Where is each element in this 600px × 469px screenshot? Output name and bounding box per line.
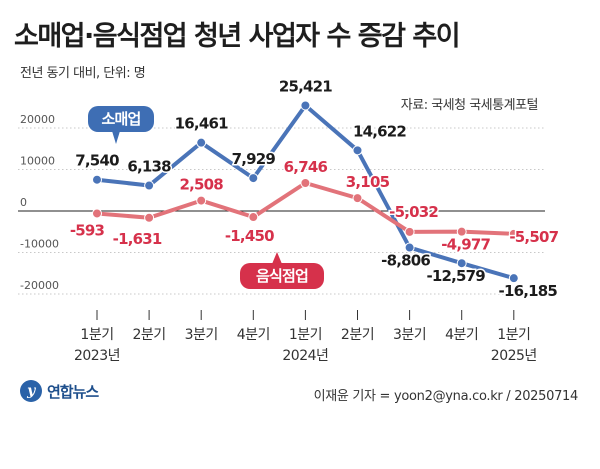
x-tick-label: 2분기 [133, 327, 166, 343]
data-point [92, 208, 102, 219]
data-label: 25,421 [279, 78, 332, 96]
data-point [456, 226, 467, 237]
legend-retail-pointer [112, 131, 120, 144]
data-point [404, 226, 415, 237]
data-label: -593 [70, 221, 105, 239]
legend-food-label: 음식점업 [256, 267, 308, 285]
x-tick-label: 1분기 [289, 327, 322, 343]
chart-source: 자료: 국세청 국세통계포털 [400, 98, 539, 113]
y-tick-label: -20000 [20, 279, 59, 292]
data-point [196, 137, 207, 148]
logo-text: 연합뉴스 [47, 382, 99, 401]
data-label: 7,540 [75, 152, 119, 170]
data-label: -1,450 [225, 227, 274, 245]
data-label: -1,631 [113, 230, 162, 248]
data-label: -5,032 [389, 203, 438, 221]
data-label: 16,461 [175, 115, 228, 133]
x-tick-label: 4분기 [237, 327, 270, 343]
series-line-food [95, 181, 516, 236]
data-label: -4,977 [441, 236, 490, 254]
legend-food-pointer [272, 252, 282, 264]
data-point [144, 212, 155, 223]
data-point [300, 178, 311, 189]
data-point [352, 193, 363, 204]
data-point [196, 195, 207, 206]
x-year-label: 2023년 [74, 348, 120, 364]
data-point [352, 145, 363, 156]
data-point [404, 242, 415, 253]
logo: y 연합뉴스 [20, 380, 99, 402]
x-tick-label: 1분기 [497, 327, 530, 343]
legend-retail-label: 소매업 [101, 110, 140, 128]
data-label: 3,105 [346, 173, 390, 191]
x-tick-label: 4분기 [445, 327, 478, 343]
data-point [144, 180, 155, 191]
data-point [300, 100, 311, 111]
data-point [92, 174, 102, 185]
data-label: -8,806 [381, 252, 430, 270]
data-label: 6,138 [127, 158, 171, 176]
x-year-label: 2024년 [282, 348, 328, 364]
x-tick-label: 3분기 [185, 327, 218, 343]
y-tick-label: 0 [20, 196, 27, 209]
x-tick-label: 3분기 [393, 327, 426, 343]
legend-food-badge [240, 263, 324, 289]
data-point [248, 173, 259, 184]
y-tick-label: 20000 [20, 113, 55, 126]
legend-retail-badge [88, 106, 154, 132]
data-label: 7,929 [232, 150, 276, 168]
y-tick-label: -10000 [20, 238, 59, 251]
credit-line: 이재윤 기자 = yoon2@yna.co.kr / 20250714 [313, 389, 579, 404]
chart-subtitle: 전년 동기 대비, 단위: 명 [20, 66, 146, 81]
data-label: 6,746 [284, 158, 328, 176]
data-label: -5,507 [509, 228, 558, 246]
data-label: -16,185 [499, 282, 558, 300]
logo-icon: y [20, 380, 42, 402]
data-point [456, 258, 467, 269]
x-tick-label: 2분기 [341, 327, 374, 343]
data-point [508, 228, 519, 239]
data-label: 14,622 [353, 122, 406, 140]
data-label: 2,508 [179, 176, 223, 194]
chart-title: 소매업·음식점업 청년 사업자 수 증감 추이 [14, 21, 461, 52]
x-tick-label: 1분기 [80, 327, 113, 343]
data-label: -12,579 [426, 267, 485, 285]
x-year-label: 2025년 [491, 348, 537, 364]
y-tick-label: 10000 [20, 155, 55, 168]
data-point [248, 212, 259, 223]
data-point [508, 273, 519, 284]
